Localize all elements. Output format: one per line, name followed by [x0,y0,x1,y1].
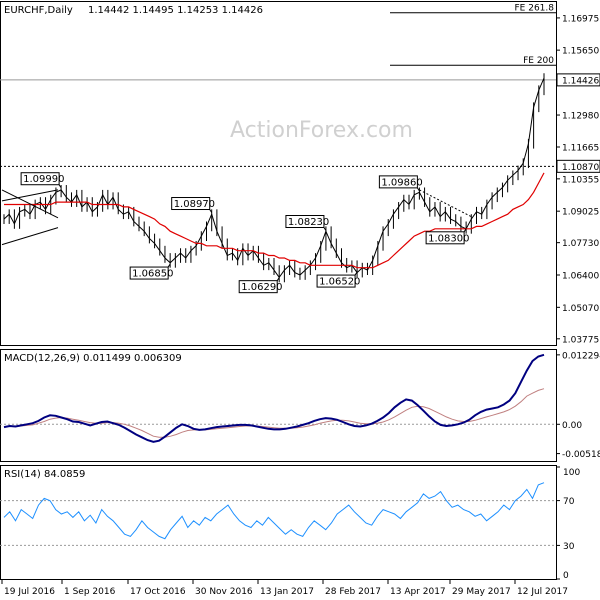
x-axis: 19 Jul 2016 1 Sep 2016 17 Oct 2016 30 Nov 2… [1,580,568,597]
price-y-tick-label: 1.14426 [562,76,599,86]
pivot-label-box [316,274,356,288]
price-y-tick-label: 1.12980 [562,112,599,122]
pivot-label: 1.09860 [381,177,422,188]
triangle-apex-line [1,189,59,219]
macd-y-tick-label: 0.00 [562,421,582,431]
macd-y-tick-label: 0.012294 [562,351,600,361]
rsi-panel-frame [0,465,557,580]
price-y-tick-label: 1.15650 [562,47,599,57]
rsi-y-tick-label: 70 [563,497,575,507]
triangle-upper-line [1,189,59,202]
pivot-label: 1.08300 [428,233,469,244]
rsi-y-tick-label: 0 [563,571,569,581]
price-y-tick-label: 1.11665 [562,144,599,154]
pivot-label: 1.06520 [319,277,360,288]
price-series [3,73,545,283]
price-line [3,77,545,279]
pivot-label-box [20,172,60,186]
pivot-label: 1.06290 [241,282,282,293]
x-tick-label: 28 Feb 2017 [325,587,381,597]
pivot-label: 1.08230 [288,217,329,228]
rsi-y-axis: 100 70 30 0 [556,466,580,581]
price-y-tick-label: 1.16975 [562,14,599,24]
price-y-tick-label: 1.09025 [562,208,599,218]
price-header-ohlc: 1.14442 1.14495 1.14253 1.14426 [88,5,263,16]
x-tick-label: 13 Jan 2017 [260,587,314,597]
rsi-title: RSI(14) 84.0859 [4,469,85,480]
fe-level-label: FE 261.8 [515,4,555,14]
pivot-label-box [171,197,211,211]
price-reference-lines: FE 261.8 FE 200 [0,4,556,167]
rsi-line [3,482,545,540]
rsi-y-tick-label: 30 [563,542,575,552]
price-y-axis: 1.16975 1.15650 1.14426 1.12980 1.11665 1.108… [556,14,600,345]
pivot-label-box [129,266,169,280]
price-tag-box [556,73,600,87]
x-tick-label: 30 Nov 2016 [195,587,253,597]
macd-signal-line [4,388,545,438]
price-pivot-labels: 1.09990 1.08970 1.06850 1.08230 1.06290 1.065… [20,172,469,294]
triangle-lower-line [1,227,59,246]
pivot-label-box [238,280,278,294]
pivot-label: 1.06850 [132,269,173,280]
price-panel: ActionForex.com EURCHF,Daily 1.14442 1.1… [0,1,600,346]
price-header-symbol: EURCHF,Daily [4,5,73,16]
x-tick-label: 1 Sep 2016 [64,587,116,597]
price-y-tick-label: 1.05070 [562,304,599,314]
price-panel-frame [0,1,557,346]
moving-average-line [4,172,545,269]
pivot-label: 1.08970 [174,199,215,210]
rsi-y-tick-label: 100 [563,468,580,478]
x-tick-label: 19 Jul 2016 [4,587,55,597]
macd-y-axis: 0.012294 0.00 -0.005189 [556,351,600,460]
price-y-tick-label: 1.07730 [562,239,599,249]
pivot-label-box [425,231,465,245]
price-tag-box [556,159,600,173]
price-y-tick-label: 1.10870 [562,163,599,173]
pivot-label-box [285,215,325,229]
fe-level-label: FE 200 [523,56,554,66]
price-y-tick-label: 1.10355 [562,175,599,185]
pivot-label: 1.09990 [23,174,64,185]
x-tick-label: 17 Oct 2016 [130,587,186,597]
macd-title: MACD(12,26,9) 0.011499 0.006309 [4,353,182,364]
pivot-label-box [378,175,418,189]
triangle-pattern [1,189,472,246]
macd-line [3,353,545,443]
watermark: ActionForex.com [230,118,413,143]
x-tick-label: 12 Jul 2017 [517,587,568,597]
channel-dotted-line [419,189,472,218]
rsi-series [0,482,556,546]
macd-y-tick-label: -0.005189 [562,450,600,460]
macd-series [0,353,556,443]
price-y-tick-label: 1.06400 [562,271,599,281]
x-tick-label: 13 Apr 2017 [390,587,446,597]
rsi-panel: RSI(14) 84.0859 100 70 30 0 [0,465,580,581]
x-tick-label: 29 May 2017 [452,587,511,597]
macd-panel: MACD(12,26,9) 0.011499 0.006309 0.012294… [0,349,600,462]
macd-panel-frame [0,349,557,462]
price-y-tick-label: 1.03775 [562,335,599,345]
